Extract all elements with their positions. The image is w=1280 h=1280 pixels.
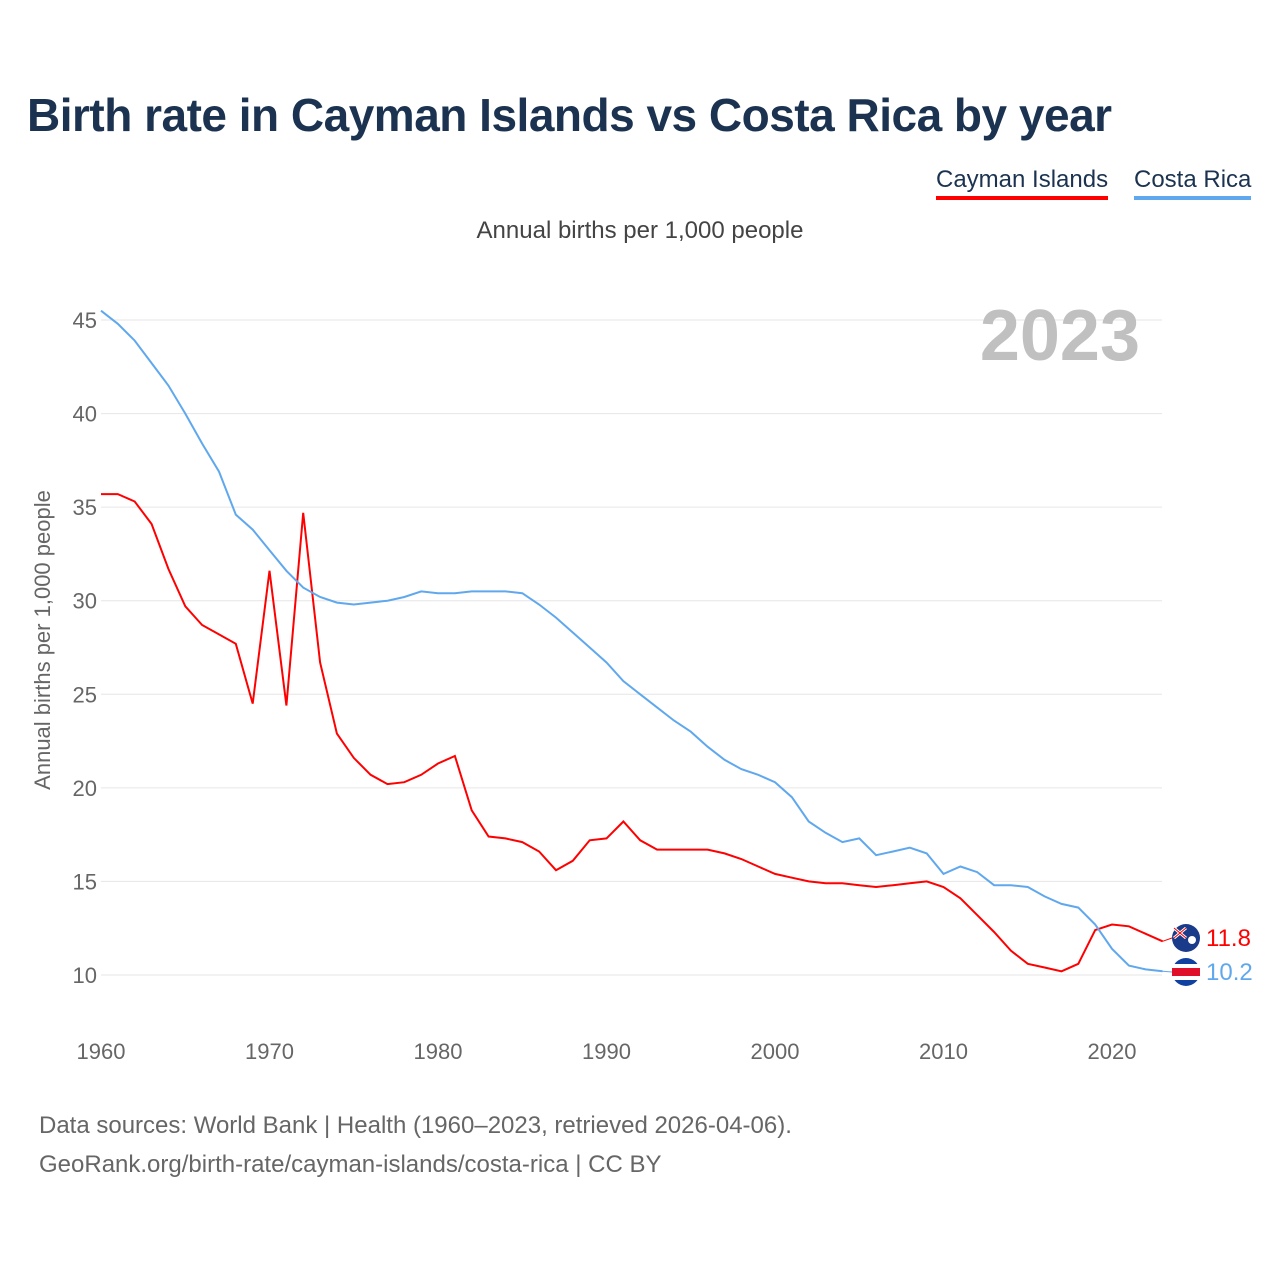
y-tick-label: 10 (73, 963, 97, 988)
y-tick-label: 15 (73, 869, 97, 894)
x-tick-label: 2010 (919, 1039, 968, 1064)
y-tick-label: 30 (73, 589, 97, 614)
chart-subtitle: Annual births per 1,000 people (476, 217, 804, 244)
y-tick-label: 40 (73, 402, 97, 427)
x-tick-label: 2000 (751, 1039, 800, 1064)
flag-red-band (1172, 968, 1200, 976)
x-tick-label: 2020 (1088, 1039, 1137, 1064)
footer-sources: Data sources: World Bank | Health (1960–… (39, 1112, 792, 1139)
legend-costa-rica[interactable]: Costa Rica (1134, 166, 1252, 200)
y-tick-label: 35 (73, 495, 97, 520)
x-tick-label: 1960 (77, 1039, 126, 1064)
flag-crest (1188, 936, 1196, 944)
leader-line (1162, 970, 1173, 973)
series-line-costa-rica (100, 309, 1163, 973)
y-tick-label: 20 (73, 776, 97, 801)
end-value-label: 11.8 (1206, 925, 1251, 952)
costa-rica-flag-icon (1172, 958, 1200, 986)
legend-cayman-islands[interactable]: Cayman Islands (936, 166, 1109, 200)
footer-link[interactable]: GeoRank.org/birth-rate/cayman-islands/co… (39, 1151, 662, 1178)
y-axis-label: Annual births per 1,000 people (30, 490, 55, 790)
y-tick-label: 25 (73, 682, 97, 707)
y-tick-label: 45 (73, 308, 97, 333)
x-tick-label: 1970 (245, 1039, 294, 1064)
year-badge: 2023 (980, 296, 1140, 376)
leader-line (1162, 937, 1173, 942)
chart-title: Birth rate in Cayman Islands vs Costa Ri… (27, 89, 1112, 141)
series-line-cayman-islands (101, 493, 1164, 973)
footer: Data sources: World Bank | Health (1960–… (39, 1106, 792, 1184)
flag-union-red (1173, 927, 1187, 939)
end-value-label: 10.2 (1206, 959, 1253, 986)
x-tick-label: 1990 (582, 1039, 631, 1064)
x-tick-label: 1980 (414, 1039, 463, 1064)
cayman-islands-flag-icon (1172, 924, 1200, 952)
